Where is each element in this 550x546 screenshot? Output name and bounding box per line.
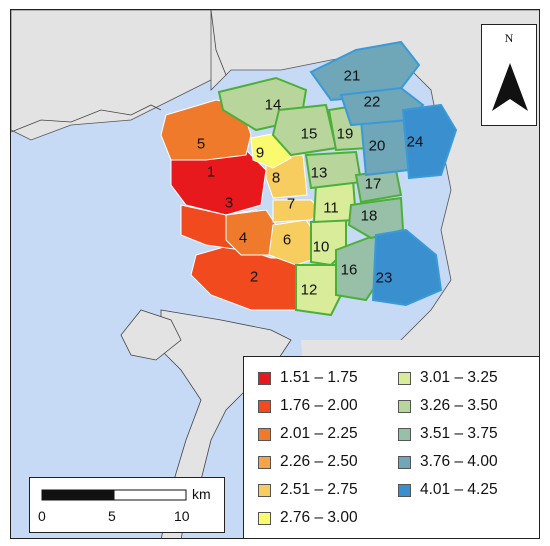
legend-item: 1.51 – 1.75	[258, 369, 358, 387]
district-label-22: 22	[364, 94, 381, 111]
port-land-2	[120, 309, 182, 361]
north-arrow-icon	[492, 63, 528, 111]
legend-item: 2.76 – 3.00	[258, 509, 358, 527]
district-label-4: 4	[239, 230, 247, 247]
north-arrow-box: N	[481, 24, 537, 126]
district-23	[371, 228, 443, 307]
district-label-12: 12	[301, 282, 318, 299]
legend-item: 3.26 – 3.50	[398, 397, 498, 415]
legend-swatch	[258, 455, 271, 469]
district-label-19: 19	[337, 126, 354, 143]
district-label-6: 6	[283, 232, 291, 249]
district-label-18: 18	[361, 208, 378, 225]
legend-swatch	[258, 427, 271, 441]
district-15	[271, 103, 338, 157]
legend-label: 3.01 – 3.25	[420, 369, 498, 386]
legend-label: 2.76 – 3.00	[280, 509, 358, 526]
legend-label: 1.51 – 1.75	[280, 369, 358, 386]
legend-swatch	[398, 455, 411, 469]
district-label-11: 11	[323, 200, 339, 217]
legend-swatch	[258, 371, 271, 385]
coastline	[11, 10, 227, 133]
legend-swatch	[398, 371, 411, 385]
legend-swatch	[258, 511, 271, 525]
district-label-9: 9	[256, 145, 264, 162]
legend-item: 4.01 – 4.25	[398, 481, 498, 499]
district-label-17: 17	[365, 176, 382, 193]
scale-tick-0: 0	[38, 508, 46, 524]
legend-swatch	[398, 399, 411, 413]
legend-item: 2.01 – 2.25	[258, 425, 358, 443]
legend: 1.51 – 1.75 1.76 – 2.00 2.01 – 2.25 2.26 – …	[243, 356, 539, 538]
district-label-24: 24	[407, 134, 424, 151]
district-label-20: 20	[369, 138, 386, 155]
district-21	[309, 40, 421, 102]
legend-label: 3.51 – 3.75	[420, 425, 498, 442]
district-label-21: 21	[344, 68, 361, 85]
legend-label: 2.01 – 2.25	[280, 425, 358, 442]
legend-swatch	[258, 483, 271, 497]
legend-item: 1.76 – 2.00	[258, 397, 358, 415]
district-label-5: 5	[197, 136, 205, 153]
district-label-1: 1	[207, 164, 215, 181]
scale-unit: km	[192, 486, 211, 502]
scale-tick-5: 5	[108, 508, 116, 524]
legend-label: 2.26 – 2.50	[280, 453, 358, 470]
legend-item: 3.01 – 3.25	[398, 369, 498, 387]
district-label-3: 3	[225, 195, 233, 212]
legend-item: 3.51 – 3.75	[398, 425, 498, 443]
district-label-2: 2	[250, 269, 258, 286]
district-label-15: 15	[301, 126, 318, 143]
district-12	[295, 264, 348, 317]
legend-label: 3.76 – 4.00	[420, 453, 498, 470]
district-label-23: 23	[376, 270, 393, 287]
legend-label: 3.26 – 3.50	[420, 397, 498, 414]
map-frame: 1 2 3 4 5 6 7 8 9 10 11 12 13 14 15 16 17 18 19 20 21 22 23 24 …	[10, 9, 540, 539]
district-label-8: 8	[272, 170, 280, 187]
district-1	[170, 149, 267, 216]
legend-swatch	[398, 427, 411, 441]
legend-item: 3.76 – 4.00	[398, 453, 498, 471]
north-label: N	[504, 31, 514, 45]
district-24	[401, 103, 458, 180]
legend-label: 1.76 – 2.00	[280, 397, 358, 414]
legend-swatch	[258, 399, 271, 413]
legend-item: 2.51 – 2.75	[258, 481, 358, 499]
legend-label: 2.51 – 2.75	[280, 481, 358, 498]
legend-label: 4.01 – 4.25	[420, 481, 498, 498]
scale-tick-10: 10	[174, 508, 190, 524]
district-label-7: 7	[287, 196, 295, 213]
district-label-13: 13	[311, 165, 328, 182]
district-label-16: 16	[341, 262, 358, 279]
scale-bar-graphic	[41, 489, 187, 501]
legend-swatch	[398, 483, 411, 497]
legend-item: 2.26 – 2.50	[258, 453, 358, 471]
district-label-10: 10	[313, 239, 330, 256]
district-label-14: 14	[265, 97, 282, 114]
scale-bar: km 0 5 10	[29, 477, 225, 533]
